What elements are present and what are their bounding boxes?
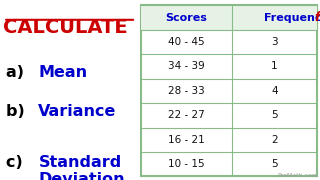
Text: 16 - 21: 16 - 21 bbox=[168, 135, 205, 145]
Text: 3: 3 bbox=[271, 37, 278, 47]
Bar bbox=[141, 5, 317, 176]
Text: Mean: Mean bbox=[38, 65, 88, 80]
Text: Variance: Variance bbox=[38, 104, 117, 119]
Text: 5: 5 bbox=[271, 110, 278, 120]
Text: CALCULATE: CALCULATE bbox=[3, 18, 128, 37]
Text: b): b) bbox=[6, 104, 31, 119]
Text: 10 - 15: 10 - 15 bbox=[168, 159, 205, 169]
Text: c): c) bbox=[6, 155, 29, 170]
Text: Scores: Scores bbox=[166, 13, 207, 23]
Text: 5: 5 bbox=[271, 159, 278, 169]
Text: 34 - 39: 34 - 39 bbox=[168, 62, 205, 71]
Text: PreMath.com: PreMath.com bbox=[277, 173, 318, 178]
Text: f: f bbox=[314, 11, 320, 24]
Text: 2: 2 bbox=[271, 135, 278, 145]
Text: 40 - 45: 40 - 45 bbox=[168, 37, 205, 47]
Text: a): a) bbox=[6, 65, 30, 80]
Text: 22 - 27: 22 - 27 bbox=[168, 110, 205, 120]
Text: 28 - 33: 28 - 33 bbox=[168, 86, 205, 96]
Text: 4: 4 bbox=[271, 86, 278, 96]
Text: Standard
Deviation: Standard Deviation bbox=[38, 155, 125, 180]
Text: Frequency: Frequency bbox=[264, 13, 320, 23]
Text: 1: 1 bbox=[271, 62, 278, 71]
Bar bbox=[141, 5, 317, 30]
